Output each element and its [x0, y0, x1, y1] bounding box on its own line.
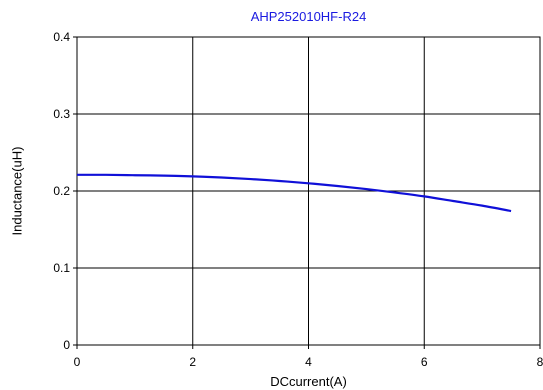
inductance-series-line: [76, 173, 512, 213]
x-axis-ticks: 0 2 4 6 8: [74, 345, 543, 369]
y-tick-label: 0.4: [53, 30, 70, 44]
x-tick-label: 8: [537, 355, 543, 369]
x-tick-label: 2: [189, 355, 196, 369]
x-tick-label: 6: [421, 355, 428, 369]
x-axis-label: DCcurrent(A): [270, 374, 347, 389]
x-tick-label: 4: [305, 355, 312, 369]
y-tick-label: 0: [63, 338, 70, 352]
x-tick-label: 0: [74, 355, 81, 369]
grid: [77, 37, 540, 345]
y-tick-label: 0.1: [53, 261, 70, 275]
series-layer: [76, 173, 512, 213]
y-axis-label: Inductance(uH): [9, 147, 24, 236]
y-tick-label: 0.2: [53, 184, 70, 198]
y-axis-ticks: 0 0.1 0.2 0.3 0.4: [53, 30, 77, 352]
y-tick-label: 0.3: [53, 107, 70, 121]
chart-title: AHP252010HF-R24: [251, 9, 367, 24]
